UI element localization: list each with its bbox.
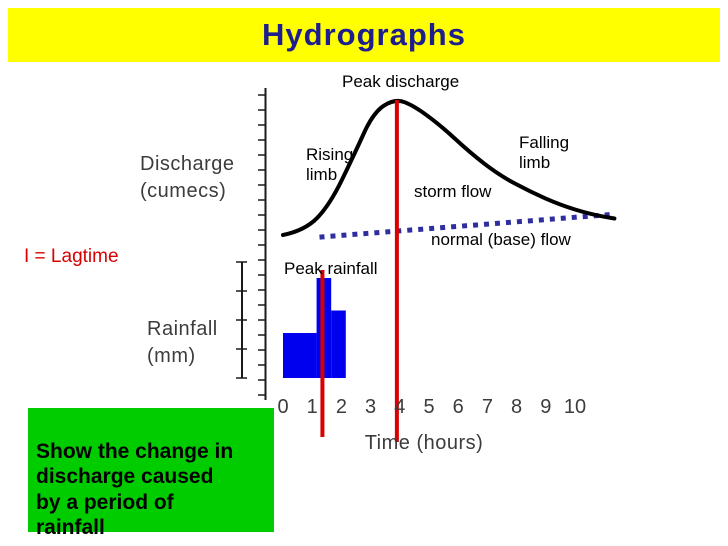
rainfall-axis-label: Rainfall (mm) [147,318,218,367]
storm-flow-label: storm flow [414,182,492,201]
rising-limb-label: Rising limb [306,145,354,185]
discharge-curve [281,98,617,237]
axes [236,88,267,400]
normal-base-flow-label: normal (base) flow [431,230,571,249]
rainfall-bar [331,310,346,378]
page-title: Hydrographs [262,17,466,52]
rainfall-bars [283,278,346,378]
peak-rainfall-label: Peak rainfall [284,259,378,278]
caption-text: Show the change in discharge caused by a… [36,439,234,540]
baseflow-dotted-line-group [319,212,611,240]
falling-limb-label: Falling limb [519,133,570,173]
discharge-axis-label: Discharge (cumecs) [140,153,235,202]
red-marker-lines [320,100,399,442]
peak-discharge-label: Peak discharge [342,72,460,91]
baseflow-dotted-line [319,212,611,240]
lagtime-label: I = Lagtime [24,246,119,267]
time-axis-label: Time (hours) [364,432,484,454]
caption-box: Show the change in discharge caused by a… [28,408,274,539]
title-banner: Hydrographs [8,8,720,62]
rainfall-bar [283,333,317,378]
